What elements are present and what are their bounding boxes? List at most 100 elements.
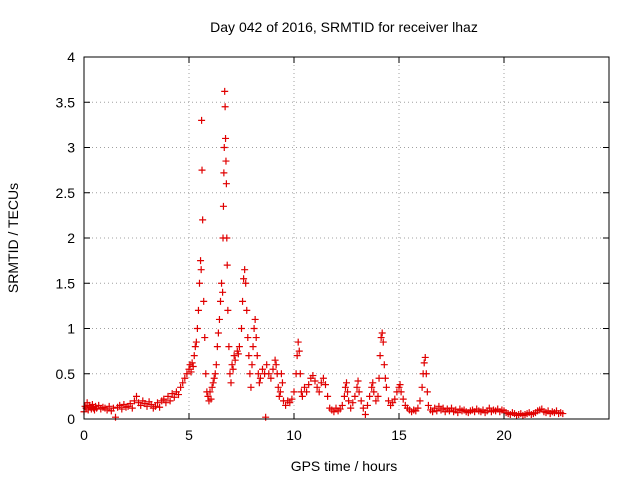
data-point [126, 400, 134, 408]
data-point [189, 363, 197, 371]
data-point [225, 343, 233, 351]
data-point [424, 401, 432, 409]
data-point [244, 334, 252, 342]
data-point [190, 352, 198, 360]
data-point [200, 297, 208, 305]
data-point [311, 377, 319, 385]
data-point [213, 343, 221, 351]
data-point [109, 404, 117, 412]
data-point [286, 399, 294, 407]
data-point [421, 353, 429, 361]
data-point [221, 87, 229, 95]
y-tick-label: 3.5 [56, 94, 76, 110]
data-point [416, 397, 424, 405]
data-point [376, 352, 384, 360]
data-point [435, 402, 443, 410]
data-point [313, 383, 321, 391]
data-point [248, 361, 256, 369]
data-point [385, 397, 392, 405]
data-point [154, 399, 161, 407]
y-axis-label: SRMTID / TECUs [5, 183, 21, 293]
data-point [433, 407, 441, 415]
data-point [247, 383, 255, 391]
data-point [389, 399, 397, 407]
data-point [354, 377, 362, 385]
data-point [343, 379, 350, 387]
data-point [162, 399, 170, 407]
data-point [197, 257, 205, 265]
y-tick-label: 1 [67, 321, 75, 337]
data-point [423, 388, 431, 396]
data-point [242, 279, 250, 287]
data-point [220, 169, 228, 177]
data-point [209, 379, 217, 387]
data-point [368, 383, 376, 391]
data-point [377, 334, 385, 342]
data-point [222, 134, 230, 142]
data-point [222, 180, 230, 188]
data-point [95, 401, 103, 409]
data-point [214, 329, 222, 337]
data-point [201, 334, 209, 342]
data-point [374, 392, 382, 400]
data-point [238, 325, 245, 332]
data-point [156, 403, 164, 411]
data-point [267, 374, 275, 382]
x-tick-label: 0 [80, 427, 88, 443]
data-point [103, 406, 111, 414]
data-point [303, 388, 311, 396]
data-point [250, 325, 258, 332]
data-points [80, 87, 567, 421]
data-point [229, 365, 237, 373]
data-point [118, 405, 126, 413]
data-point [381, 374, 389, 382]
data-point [130, 397, 138, 405]
data-point [208, 383, 216, 391]
data-point [259, 365, 266, 373]
data-point [420, 359, 428, 367]
data-point [183, 370, 191, 378]
data-point [219, 202, 227, 210]
data-point [309, 372, 317, 380]
data-point [315, 388, 323, 396]
data-point [370, 388, 378, 396]
data-point [414, 404, 422, 412]
y-tick-label: 3 [67, 140, 75, 156]
x-tick-label: 20 [496, 427, 512, 443]
data-point [422, 370, 430, 378]
data-point [223, 261, 231, 269]
x-tick-label: 10 [286, 427, 302, 443]
x-tick-label: 15 [391, 427, 407, 443]
data-point [112, 413, 119, 421]
data-point [340, 392, 348, 400]
data-point [137, 401, 145, 409]
data-point [347, 404, 355, 412]
data-point [206, 388, 214, 396]
data-point [164, 392, 172, 400]
data-point [322, 381, 329, 389]
data-point [265, 370, 273, 378]
data-point [116, 401, 124, 409]
data-point [262, 413, 270, 421]
data-point [239, 297, 247, 305]
data-point [193, 325, 201, 332]
data-point [275, 392, 283, 400]
data-point [170, 393, 178, 401]
data-point [246, 370, 254, 378]
data-point [295, 347, 303, 355]
data-point [454, 409, 462, 417]
data-point [380, 361, 388, 369]
data-point [221, 103, 229, 111]
data-point [217, 297, 224, 305]
data-point [399, 395, 407, 403]
data-point [187, 368, 195, 376]
data-point [353, 383, 361, 391]
data-point [168, 390, 176, 398]
data-point [324, 392, 332, 400]
data-point [151, 402, 159, 410]
data-point [234, 350, 242, 358]
data-point [330, 408, 338, 416]
data-point [364, 401, 371, 409]
data-point [396, 381, 404, 389]
